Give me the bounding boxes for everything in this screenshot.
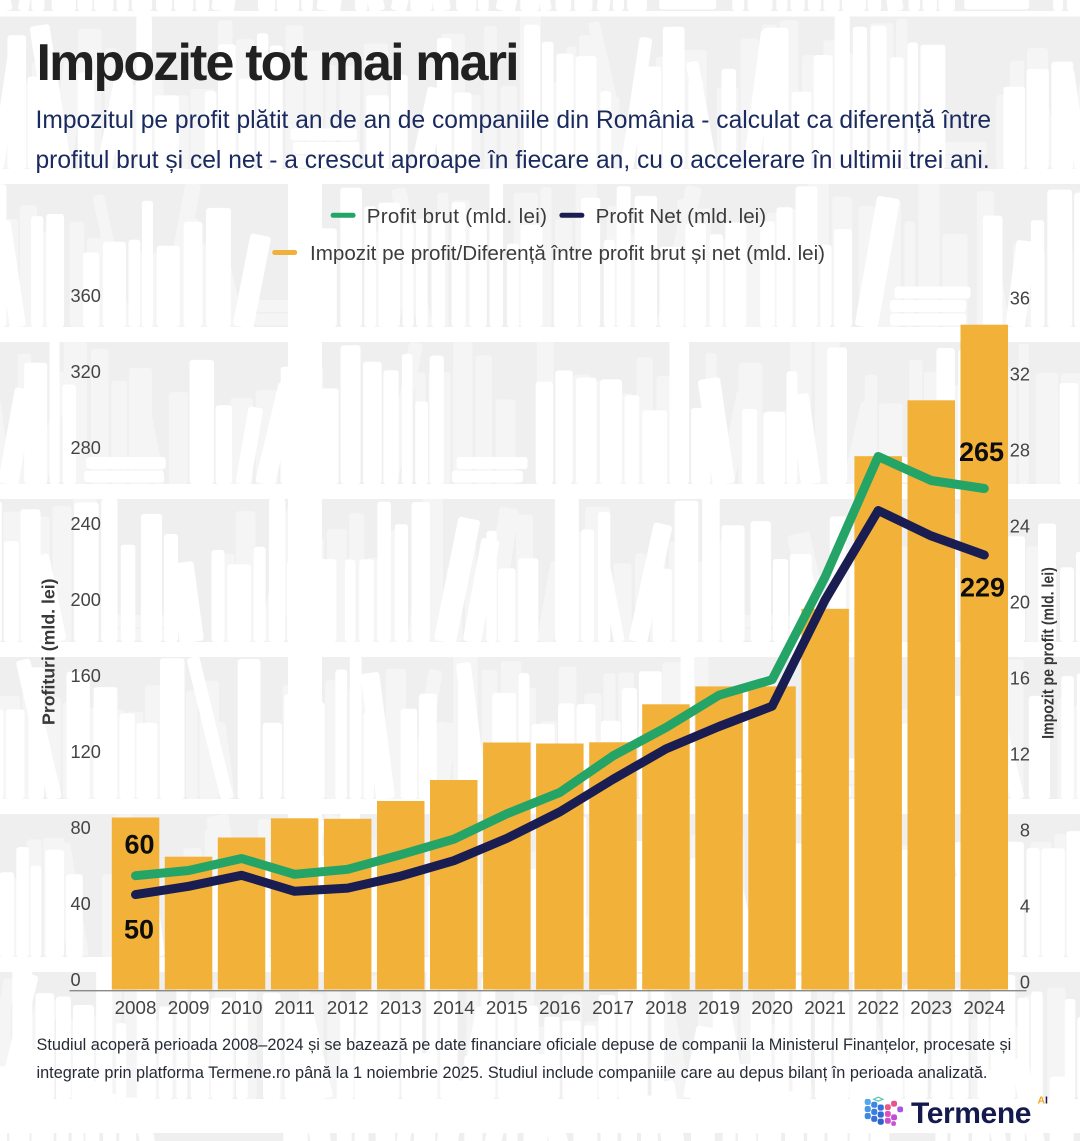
svg-text:2015: 2015	[486, 997, 528, 1018]
svg-text:2019: 2019	[698, 997, 740, 1018]
svg-text:2021: 2021	[804, 997, 846, 1018]
svg-text:320: 320	[71, 362, 101, 382]
svg-text:200: 200	[71, 590, 101, 610]
svg-text:2023: 2023	[910, 997, 952, 1018]
svg-text:32: 32	[1010, 364, 1030, 384]
svg-text:50: 50	[124, 915, 154, 945]
svg-text:2018: 2018	[645, 997, 687, 1018]
svg-text:8: 8	[1020, 820, 1030, 840]
svg-text:0: 0	[71, 970, 81, 990]
svg-text:Impozite tot mai mari: Impozite tot mai mari	[37, 34, 518, 92]
svg-text:36: 36	[1010, 288, 1030, 308]
svg-text:A: A	[1038, 1095, 1046, 1107]
svg-text:20: 20	[1010, 592, 1030, 612]
svg-text:265: 265	[959, 437, 1004, 467]
svg-text:80: 80	[71, 818, 91, 838]
svg-text:I: I	[1045, 1095, 1048, 1107]
svg-text:2008: 2008	[115, 997, 157, 1018]
svg-text:2012: 2012	[327, 997, 369, 1018]
svg-text:24: 24	[1010, 516, 1030, 536]
svg-text:229: 229	[960, 573, 1005, 603]
svg-text:Impozit pe profit/Diferență în: Impozit pe profit/Diferență între profit…	[310, 242, 825, 265]
svg-text:Profit brut (mld. lei): Profit brut (mld. lei)	[367, 205, 548, 228]
svg-text:2020: 2020	[751, 997, 793, 1018]
svg-text:Impozitul pe profit plătit an: Impozitul pe profit plătit an de an de c…	[36, 107, 992, 134]
svg-text:2013: 2013	[380, 997, 422, 1018]
svg-text:Studiul acoperă perioada 2008–: Studiul acoperă perioada 2008–2024 și se…	[37, 1036, 1012, 1054]
svg-text:360: 360	[71, 286, 101, 306]
svg-text:2011: 2011	[274, 997, 314, 1018]
svg-text:2017: 2017	[592, 997, 634, 1018]
svg-text:40: 40	[71, 894, 91, 914]
svg-text:2022: 2022	[857, 997, 899, 1018]
svg-text:16: 16	[1010, 668, 1030, 688]
svg-text:2014: 2014	[433, 997, 475, 1018]
svg-text:Impozit pe profit (mld. lei): Impozit pe profit (mld. lei)	[1040, 567, 1058, 739]
svg-text:240: 240	[71, 514, 101, 534]
svg-text:Termene: Termene	[911, 1097, 1031, 1130]
svg-text:60: 60	[124, 830, 154, 860]
svg-text:160: 160	[71, 666, 101, 686]
svg-text:2016: 2016	[539, 997, 581, 1018]
svg-text:4: 4	[1020, 896, 1030, 916]
svg-text:280: 280	[71, 438, 101, 458]
svg-text:12: 12	[1010, 744, 1030, 764]
svg-text:2024: 2024	[963, 997, 1005, 1018]
svg-text:120: 120	[71, 742, 101, 762]
svg-text:Profituri (mld. lei): Profituri (mld. lei)	[38, 578, 58, 725]
svg-text:integrate prin platforma Terme: integrate prin platforma Termene.ro până…	[37, 1064, 988, 1082]
svg-text:2009: 2009	[168, 997, 210, 1018]
svg-text:0: 0	[1020, 972, 1030, 992]
svg-text:28: 28	[1010, 440, 1030, 460]
svg-text:Profit Net (mld. lei): Profit Net (mld. lei)	[596, 205, 767, 228]
svg-text:profitul brut și cel net - a c: profitul brut și cel net - a crescut apr…	[36, 147, 990, 174]
svg-text:2010: 2010	[221, 997, 263, 1018]
